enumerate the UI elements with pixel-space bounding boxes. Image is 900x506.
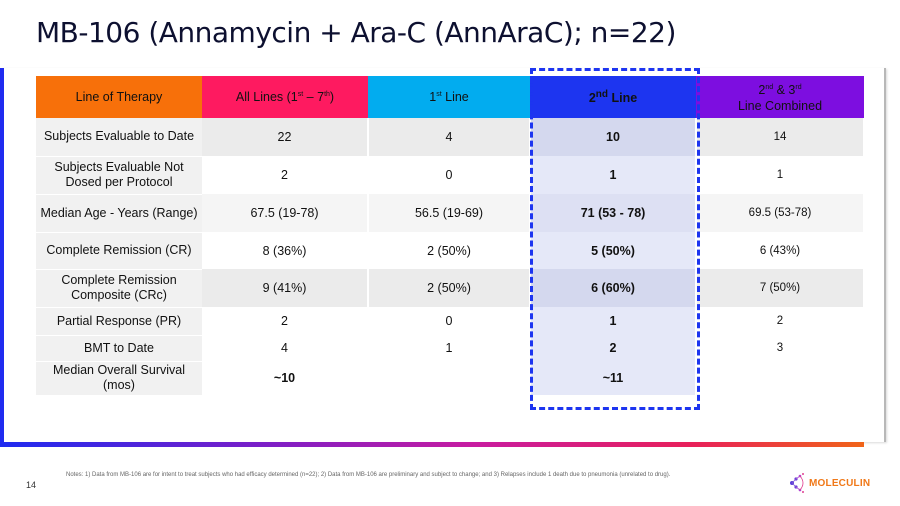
cell-combined: 1 <box>696 156 865 194</box>
header-line-of-therapy: Line of Therapy <box>36 76 202 118</box>
cell-first-line: 4 <box>368 118 531 156</box>
row-label: Complete Remission Composite (CRc) <box>36 269 202 308</box>
cell-combined: 2 <box>696 307 865 335</box>
cell-first-line: 56.5 (19-69) <box>368 194 531 232</box>
cell-first-line: 2 (50%) <box>368 232 531 269</box>
cell-all-lines: 22 <box>202 118 369 156</box>
row-label: Partial Response (PR) <box>36 307 202 336</box>
cell-all-lines: ~10 <box>202 361 369 395</box>
cell-combined: 3 <box>696 335 865 361</box>
row-label: Median Age - Years (Range) <box>36 194 202 233</box>
cell-first-line <box>368 361 531 395</box>
cell-all-lines: 4 <box>202 335 369 361</box>
company-logo: MOLECULIN <box>789 472 870 494</box>
row-label: Subjects Evaluable to Date <box>36 118 202 157</box>
molecule-logo-icon <box>790 473 804 493</box>
page-number: 14 <box>26 480 37 490</box>
cell-second-line: 1 <box>530 307 697 335</box>
results-table: Line of Therapy All Lines (1st – 7th) 1s… <box>36 76 865 396</box>
cell-combined: 7 (50%) <box>696 269 865 307</box>
cell-second-line: ~11 <box>530 361 697 395</box>
footnotes: Notes: 1) Data from MB-106 are for inten… <box>66 472 671 478</box>
cell-combined: 6 (43%) <box>696 232 865 269</box>
cell-second-line: 10 <box>530 118 697 156</box>
cell-first-line: 0 <box>368 307 531 335</box>
cell-combined <box>696 361 865 395</box>
table-row: Subjects Evaluable to Date 22 4 10 14 <box>36 118 865 157</box>
cell-first-line: 0 <box>368 156 531 194</box>
cell-all-lines: 2 <box>202 307 369 335</box>
cell-all-lines: 2 <box>202 156 369 194</box>
cell-second-line: 6 (60%) <box>530 269 697 307</box>
cell-first-line: 1 <box>368 335 531 361</box>
cell-all-lines: 8 (36%) <box>202 232 369 269</box>
left-accent-bar <box>0 68 4 446</box>
cell-all-lines: 67.5 (19-78) <box>202 194 369 232</box>
slide-title: MB-106 (Annamycin + Ara-C (AnnAraC); n=2… <box>36 16 676 49</box>
row-label: BMT to Date <box>36 335 202 362</box>
row-label: Median Overall Survival (mos) <box>36 361 202 396</box>
cell-second-line: 5 (50%) <box>530 232 697 269</box>
bottom-gradient-bar <box>0 442 864 447</box>
table-row: Complete Remission Composite (CRc) 9 (41… <box>36 269 865 308</box>
table-row: Partial Response (PR) 2 0 1 2 <box>36 307 865 336</box>
table-row: Complete Remission (CR) 8 (36%) 2 (50%) … <box>36 232 865 270</box>
header-second-third-combined: 2nd & 3rd Line Combined <box>696 76 864 118</box>
header-row: Line of Therapy All Lines (1st – 7th) 1s… <box>36 76 864 118</box>
table-row: BMT to Date 4 1 2 3 <box>36 335 865 362</box>
logo-wordmark: MOLECULIN <box>809 477 871 489</box>
table-row: Median Age - Years (Range) 67.5 (19-78) … <box>36 194 865 233</box>
table-row: Subjects Evaluable Not Dosed per Protoco… <box>36 156 865 195</box>
row-label: Complete Remission (CR) <box>36 232 202 270</box>
header-first-line: 1st Line <box>368 76 530 118</box>
cell-all-lines: 9 (41%) <box>202 269 369 307</box>
cell-second-line: 71 (53 - 78) <box>530 194 697 232</box>
table-row: Median Overall Survival (mos) ~10 ~11 <box>36 361 865 396</box>
cell-second-line: 1 <box>530 156 697 194</box>
cell-second-line: 2 <box>530 335 697 361</box>
cell-first-line: 2 (50%) <box>368 269 531 307</box>
header-second-line: 2nd Line <box>530 76 696 118</box>
cell-combined: 14 <box>696 118 865 156</box>
row-label: Subjects Evaluable Not Dosed per Protoco… <box>36 156 202 195</box>
cell-combined: 69.5 (53-78) <box>696 194 865 232</box>
header-all-lines: All Lines (1st – 7th) <box>202 76 368 118</box>
